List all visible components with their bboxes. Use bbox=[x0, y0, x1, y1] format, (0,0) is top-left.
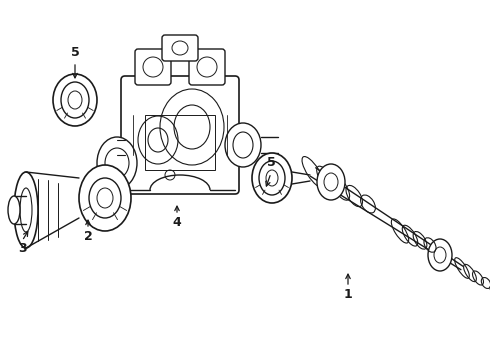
Ellipse shape bbox=[317, 164, 345, 200]
Ellipse shape bbox=[53, 74, 97, 126]
Text: 2: 2 bbox=[84, 230, 93, 243]
Text: 1: 1 bbox=[343, 288, 352, 302]
Text: 4: 4 bbox=[172, 216, 181, 229]
Ellipse shape bbox=[428, 239, 452, 271]
Ellipse shape bbox=[14, 172, 38, 248]
Ellipse shape bbox=[8, 196, 20, 224]
Ellipse shape bbox=[225, 123, 261, 167]
Ellipse shape bbox=[252, 153, 292, 203]
FancyBboxPatch shape bbox=[135, 49, 171, 85]
Ellipse shape bbox=[79, 165, 131, 231]
Ellipse shape bbox=[97, 137, 137, 189]
FancyBboxPatch shape bbox=[189, 49, 225, 85]
FancyBboxPatch shape bbox=[162, 35, 198, 61]
Text: 5: 5 bbox=[267, 157, 275, 170]
Bar bbox=[145, 115, 215, 170]
Text: 3: 3 bbox=[18, 242, 26, 255]
Text: 5: 5 bbox=[71, 45, 79, 58]
FancyBboxPatch shape bbox=[121, 76, 239, 194]
